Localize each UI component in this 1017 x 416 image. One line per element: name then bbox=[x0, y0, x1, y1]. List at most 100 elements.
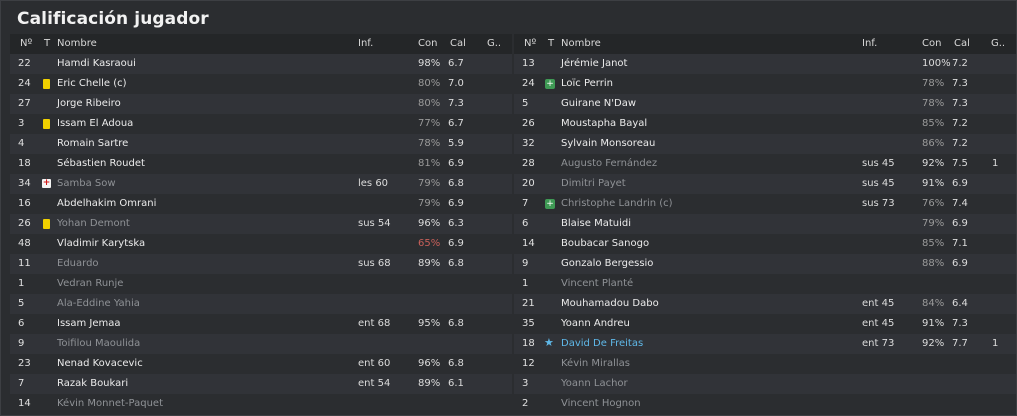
table-row[interactable]: 24 + Loïc Perrin 78% 7.3 bbox=[514, 74, 1016, 94]
col-rating-header[interactable]: Cal bbox=[450, 38, 466, 49]
table-row[interactable]: 12 Kévin Mirallas bbox=[514, 354, 1016, 374]
col-goals-header[interactable]: G.. bbox=[487, 38, 502, 49]
player-name[interactable]: David De Freitas bbox=[561, 338, 644, 349]
table-row[interactable]: 26 Yohan Demont sus 54 96% 6.3 bbox=[10, 214, 512, 234]
table-row[interactable]: 48 Vladimir Karytska 65% 6.9 bbox=[10, 234, 512, 254]
table-row[interactable]: 34 + Samba Sow les 60 79% 6.8 bbox=[10, 174, 512, 194]
table-row[interactable]: 26 Moustapha Bayal 85% 7.2 bbox=[514, 114, 1016, 134]
table-row[interactable]: 7 + Christophe Landrin (c) sus 73 76% 7.4 bbox=[514, 194, 1016, 214]
player-name[interactable]: Hamdi Kasraoui bbox=[57, 58, 136, 69]
sub-info: les 60 bbox=[358, 178, 389, 189]
col-condition-header[interactable]: Con bbox=[418, 38, 438, 49]
condition-value: 85% bbox=[922, 238, 945, 249]
col-info-header[interactable]: Inf. bbox=[862, 38, 878, 49]
col-number-header[interactable]: Nº bbox=[20, 38, 33, 49]
table-row[interactable]: 13 Jérémie Janot 100% 7.2 bbox=[514, 54, 1016, 74]
table-row[interactable]: 3 Yoann Lachor bbox=[514, 374, 1016, 394]
player-name[interactable]: Eric Chelle (c) bbox=[57, 78, 127, 89]
col-goals-header[interactable]: G.. bbox=[991, 38, 1006, 49]
player-name[interactable]: Blaise Matuidi bbox=[561, 218, 632, 229]
table-row[interactable]: 14 Boubacar Sanogo 85% 7.1 bbox=[514, 234, 1016, 254]
table-row[interactable]: 22 Hamdi Kasraoui 98% 6.7 bbox=[10, 54, 512, 74]
table-row[interactable]: 21 Mouhamadou Dabo ent 45 84% 6.4 bbox=[514, 294, 1016, 314]
col-condition-header[interactable]: Con bbox=[922, 38, 942, 49]
player-name[interactable]: Jorge Ribeiro bbox=[57, 98, 121, 109]
table-row[interactable]: 6 Blaise Matuidi 79% 6.9 bbox=[514, 214, 1016, 234]
table-row[interactable]: 1 Vedran Runje bbox=[10, 274, 512, 294]
player-name[interactable]: Romain Sartre bbox=[57, 138, 129, 149]
sub-info: sus 45 bbox=[862, 158, 895, 169]
col-status-header[interactable]: T bbox=[44, 38, 51, 49]
player-name[interactable]: Samba Sow bbox=[57, 178, 116, 189]
player-name[interactable]: Sylvain Monsoreau bbox=[561, 138, 656, 149]
player-name[interactable]: Moustapha Bayal bbox=[561, 118, 648, 129]
col-rating-header[interactable]: Cal bbox=[954, 38, 970, 49]
table-row[interactable]: 9 Toifilou Maoulida bbox=[10, 334, 512, 354]
table-row[interactable]: 18 Sébastien Roudet 81% 6.9 bbox=[10, 154, 512, 174]
table-row[interactable]: 4 Romain Sartre 78% 5.9 bbox=[10, 134, 512, 154]
col-info-header[interactable]: Inf. bbox=[358, 38, 374, 49]
player-name[interactable]: Gonzalo Bergessio bbox=[561, 258, 654, 269]
col-name-header[interactable]: Nombre bbox=[57, 38, 97, 49]
col-number-header[interactable]: Nº bbox=[524, 38, 537, 49]
player-name[interactable]: Kévin Monnet-Paquet bbox=[57, 398, 163, 409]
player-name[interactable]: Issam El Adoua bbox=[57, 118, 134, 129]
sub-info: ent 45 bbox=[862, 318, 895, 329]
table-row[interactable]: 3 Issam El Adoua 77% 6.7 bbox=[10, 114, 512, 134]
player-name[interactable]: Toifilou Maoulida bbox=[57, 338, 141, 349]
player-name[interactable]: Ala-Eddine Yahia bbox=[57, 298, 140, 309]
player-name[interactable]: Mouhamadou Dabo bbox=[561, 298, 659, 309]
table-row[interactable]: 28 Augusto Fernández sus 45 92% 7.5 1 bbox=[514, 154, 1016, 174]
shirt-number: 16 bbox=[18, 198, 31, 209]
player-name[interactable]: Yoann Lachor bbox=[561, 378, 628, 389]
player-name[interactable]: Vincent Hognon bbox=[561, 398, 641, 409]
condition-value: 85% bbox=[922, 118, 945, 129]
table-row[interactable]: 5 Ala-Eddine Yahia bbox=[10, 294, 512, 314]
player-name[interactable]: Yoann Andreu bbox=[561, 318, 630, 329]
player-name[interactable]: Jérémie Janot bbox=[561, 58, 628, 69]
player-name[interactable]: Vladimir Karytska bbox=[57, 238, 146, 249]
player-name[interactable]: Abdelhakim Omrani bbox=[57, 198, 157, 209]
player-name[interactable]: Kévin Mirallas bbox=[561, 358, 630, 369]
table-row[interactable]: 5 Guirane N'Daw 78% 7.3 bbox=[514, 94, 1016, 114]
player-name[interactable]: Christophe Landrin (c) bbox=[561, 198, 673, 209]
player-name[interactable]: Yohan Demont bbox=[57, 218, 130, 229]
player-name[interactable]: Nenad Kovacevic bbox=[57, 358, 143, 369]
player-name[interactable]: Loïc Perrin bbox=[561, 78, 613, 89]
player-name[interactable]: Augusto Fernández bbox=[561, 158, 658, 169]
table-row[interactable]: 35 Yoann Andreu ent 45 91% 7.3 bbox=[514, 314, 1016, 334]
table-row[interactable]: 23 Nenad Kovacevic ent 60 96% 6.8 bbox=[10, 354, 512, 374]
table-row[interactable]: 16 Abdelhakim Omrani 79% 6.9 bbox=[10, 194, 512, 214]
player-name[interactable]: Vincent Planté bbox=[561, 278, 634, 289]
table-row[interactable]: 7 Razak Boukari ent 54 89% 6.1 bbox=[10, 374, 512, 394]
col-name-header[interactable]: Nombre bbox=[561, 38, 601, 49]
shirt-number: 2 bbox=[522, 398, 529, 409]
table-row[interactable]: 20 Dimitri Payet sus 45 91% 6.9 bbox=[514, 174, 1016, 194]
table-row[interactable]: 24 Eric Chelle (c) 80% 7.0 bbox=[10, 74, 512, 94]
table-row[interactable]: 1 Vincent Planté bbox=[514, 274, 1016, 294]
table-row[interactable]: 27 Jorge Ribeiro 80% 7.3 bbox=[10, 94, 512, 114]
yellow-card-icon bbox=[43, 79, 50, 89]
table-row[interactable]: 9 Gonzalo Bergessio 88% 6.9 bbox=[514, 254, 1016, 274]
table-row[interactable]: 6 Issam Jemaa ent 68 95% 6.8 bbox=[10, 314, 512, 334]
table-row[interactable]: 2 Vincent Hognon bbox=[514, 394, 1016, 414]
table-row[interactable]: 32 Sylvain Monsoreau 86% 7.2 bbox=[514, 134, 1016, 154]
player-name[interactable]: Guirane N'Daw bbox=[561, 98, 637, 109]
player-name[interactable]: Issam Jemaa bbox=[57, 318, 121, 329]
player-name[interactable]: Dimitri Payet bbox=[561, 178, 626, 189]
shirt-number: 18 bbox=[522, 338, 535, 349]
player-name[interactable]: Razak Boukari bbox=[57, 378, 129, 389]
player-name[interactable]: Boubacar Sanogo bbox=[561, 238, 650, 249]
condition-value: 92% bbox=[922, 158, 945, 169]
col-status-header[interactable]: T bbox=[548, 38, 555, 49]
table-row[interactable]: 18 ★ David De Freitas ent 73 92% 7.7 1 bbox=[514, 334, 1016, 354]
condition-value: 88% bbox=[922, 258, 945, 269]
player-name[interactable]: Eduardo bbox=[57, 258, 99, 269]
player-name[interactable]: Vedran Runje bbox=[57, 278, 124, 289]
rating-value: 6.9 bbox=[448, 198, 464, 209]
table-row[interactable]: 14 Kévin Monnet-Paquet bbox=[10, 394, 512, 414]
table-row[interactable]: 11 Eduardo sus 68 89% 6.8 bbox=[10, 254, 512, 274]
player-name[interactable]: Sébastien Roudet bbox=[57, 158, 145, 169]
condition-value: 80% bbox=[418, 78, 441, 89]
sub-info: ent 45 bbox=[862, 298, 895, 309]
